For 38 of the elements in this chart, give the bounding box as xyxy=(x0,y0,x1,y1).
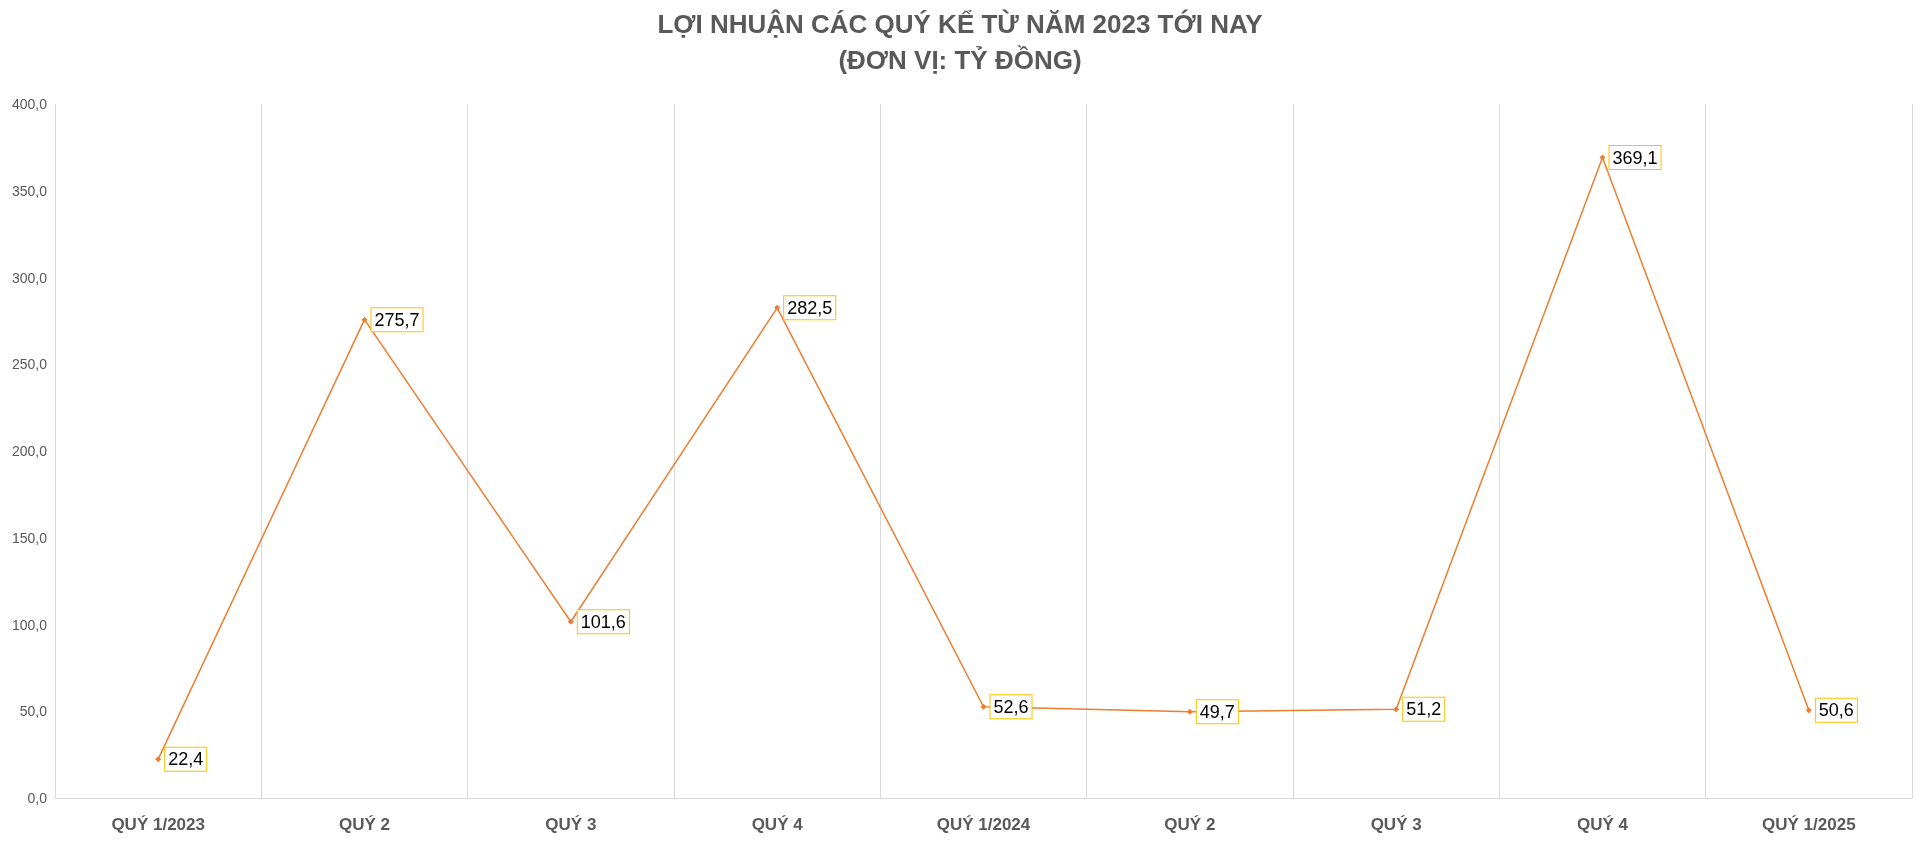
data-label: 282,5 xyxy=(787,297,833,318)
point xyxy=(1186,708,1193,715)
point xyxy=(155,756,162,763)
data-label: 50,6 xyxy=(1818,700,1854,721)
point xyxy=(1599,154,1606,161)
y-tick-label: 300,0 xyxy=(11,269,48,286)
chart-title: LỢI NHUẬN CÁC QUÝ KỂ TỪ NĂM 2023 TỚI NAY xyxy=(657,9,1263,39)
x-tick-label: QUÝ 1/2023 xyxy=(111,815,205,834)
x-tick-label: QUÝ 3 xyxy=(1370,815,1422,834)
point xyxy=(567,618,574,625)
data-label: 49,7 xyxy=(1199,701,1235,722)
y-tick-label: 0,0 xyxy=(27,790,48,806)
data-label: 369,1 xyxy=(1612,147,1658,168)
x-tick-label: QUÝ 4 xyxy=(1576,815,1629,834)
x-tick-label: QUÝ 2 xyxy=(1164,815,1216,834)
data-label: 22,4 xyxy=(168,749,204,770)
data-label: 51,2 xyxy=(1406,699,1442,720)
chart-subtitle: (ĐƠN VỊ: TỶ ĐỒNG) xyxy=(838,45,1082,75)
data-label: 52,6 xyxy=(993,696,1029,717)
point xyxy=(1805,707,1812,714)
x-tick-label: QUÝ 1/2025 xyxy=(1762,815,1856,834)
x-tick-label: QUÝ 3 xyxy=(545,815,597,834)
x-tick-label: QUÝ 2 xyxy=(338,815,391,834)
y-tick-label: 200,0 xyxy=(11,443,48,459)
y-tick-label: 350,0 xyxy=(11,182,48,199)
x-tick-label: QUÝ 4 xyxy=(751,815,804,834)
point xyxy=(361,316,368,323)
y-tick-label: 250,0 xyxy=(11,356,48,373)
point xyxy=(980,703,987,710)
point xyxy=(1393,706,1400,713)
x-tick-label: QUÝ 1/2024 xyxy=(936,815,1031,834)
y-tick-label: 50,0 xyxy=(19,703,48,720)
point xyxy=(774,304,781,311)
data-label: 101,6 xyxy=(580,611,626,632)
y-tick-label: 150,0 xyxy=(11,529,48,546)
y-tick-label: 400,0 xyxy=(11,96,48,112)
y-tick-label: 100,0 xyxy=(11,616,48,633)
data-label: 275,7 xyxy=(374,309,420,330)
